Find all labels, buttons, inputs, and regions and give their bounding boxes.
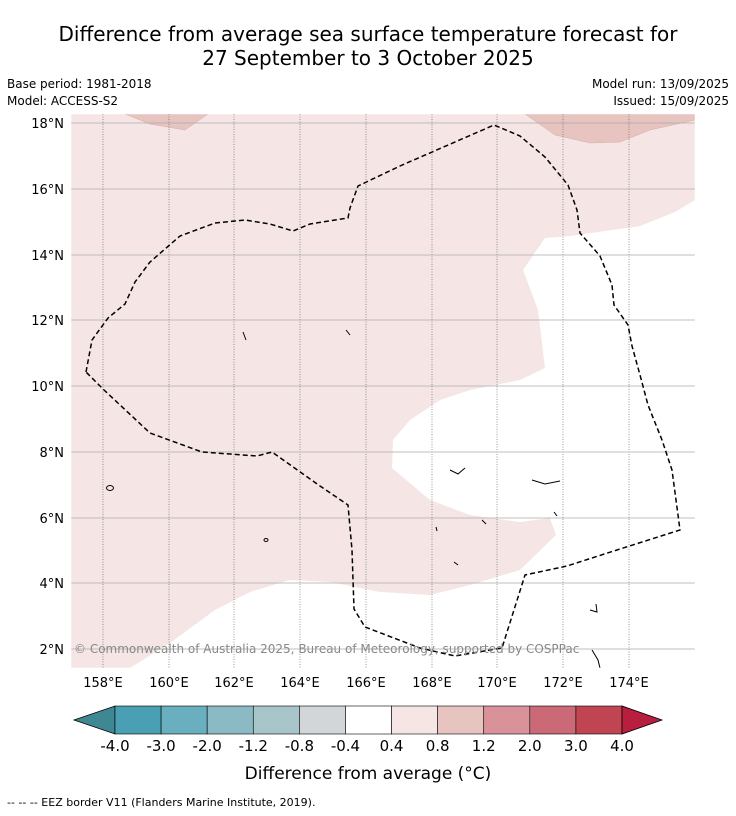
lat-label: 6°N — [40, 512, 65, 527]
islands — [106, 329, 601, 668]
colorbar-tick-label: -2.0 — [193, 737, 222, 755]
lat-label: 10°N — [31, 380, 64, 395]
lon-label: 168°E — [412, 676, 452, 691]
eez-border — [85, 124, 681, 657]
colorbar-segment — [575, 705, 623, 735]
colorbar-tick-label: -3.0 — [146, 737, 175, 755]
lat-label: 14°N — [31, 249, 64, 264]
title-line-2: 27 September to 3 October 2025 — [202, 46, 534, 70]
colorbar-segment — [345, 705, 392, 735]
colorbar-tick-label: -0.4 — [331, 737, 360, 755]
colorbar: -4.0 -3.0 -2.0 -1.2 -0.8 -0.4 0.4 0.8 1.2 2.0 3.0 4… — [72, 705, 664, 755]
issued-date: Issued: 15/09/2025 — [613, 94, 729, 108]
lon-label: 170°E — [477, 676, 517, 691]
colorbar-title: Difference from average (°C) — [244, 764, 492, 784]
anomaly-region-light-pink — [71, 114, 695, 668]
colorbar-segment — [252, 705, 300, 735]
latitude-labels: 18°N 16°N 14°N 12°N 10°N 8°N 6°N 4°N 2°N — [31, 117, 64, 658]
lon-label: 172°E — [543, 676, 583, 691]
colorbar-segment — [391, 705, 438, 735]
colorbar-under-arrow — [72, 705, 116, 735]
lat-label: 2°N — [40, 643, 65, 658]
lon-label: 174°E — [609, 676, 649, 691]
lon-label: 166°E — [346, 676, 386, 691]
map-latitude-lines — [71, 122, 695, 650]
colorbar-segment — [114, 705, 162, 735]
map-title: Difference from average sea surface temp… — [0, 22, 736, 70]
anomaly-patch-north-east — [524, 114, 695, 144]
model-name: Model: ACCESS-S2 — [7, 94, 119, 108]
longitude-labels: 158°E 160°E 162°E 164°E 166°E 168°E 170°… — [83, 676, 649, 691]
lon-label: 162°E — [214, 676, 254, 691]
lon-label: 158°E — [83, 676, 123, 691]
colorbar-segment — [529, 705, 577, 735]
colorbar-tick-label: -1.2 — [239, 737, 268, 755]
colorbar-segment — [299, 705, 346, 735]
colorbar-segment — [160, 705, 208, 735]
lat-label: 8°N — [40, 446, 65, 461]
colorbar-tick-label: 3.0 — [564, 737, 588, 755]
title-line-1: Difference from average sea surface temp… — [58, 22, 678, 46]
colorbar-tick-label: 0.4 — [380, 737, 404, 755]
colorbar-tick-label: 1.2 — [472, 737, 496, 755]
lat-label: 12°N — [31, 314, 64, 329]
colorbar-tick-label: -0.8 — [285, 737, 314, 755]
colorbar-segment — [483, 705, 531, 735]
lat-label: 16°N — [31, 183, 64, 198]
lon-label: 160°E — [149, 676, 189, 691]
colorbar-segment — [437, 705, 485, 735]
lat-label: 18°N — [31, 117, 64, 132]
lat-label: 4°N — [40, 577, 65, 592]
colorbar-tick-label: 2.0 — [518, 737, 542, 755]
copyright-notice: © Commonwealth of Australia 2025, Bureau… — [74, 642, 579, 656]
base-period: Base period: 1981-2018 — [7, 77, 152, 91]
colorbar-tick-label: 0.8 — [426, 737, 450, 755]
colorbar-segment — [206, 705, 254, 735]
colorbar-tick-label: 4.0 — [610, 737, 634, 755]
model-run: Model run: 13/09/2025 — [591, 77, 729, 91]
anomaly-patch-north-west — [124, 114, 209, 131]
colorbar-over-arrow — [621, 705, 664, 735]
map-frame — [70, 113, 696, 669]
eez-legend-note: -- -- -- EEZ border V11 (Flanders Marine… — [7, 796, 316, 809]
colorbar-tick-label: -4.0 — [100, 737, 129, 755]
lon-label: 164°E — [280, 676, 320, 691]
